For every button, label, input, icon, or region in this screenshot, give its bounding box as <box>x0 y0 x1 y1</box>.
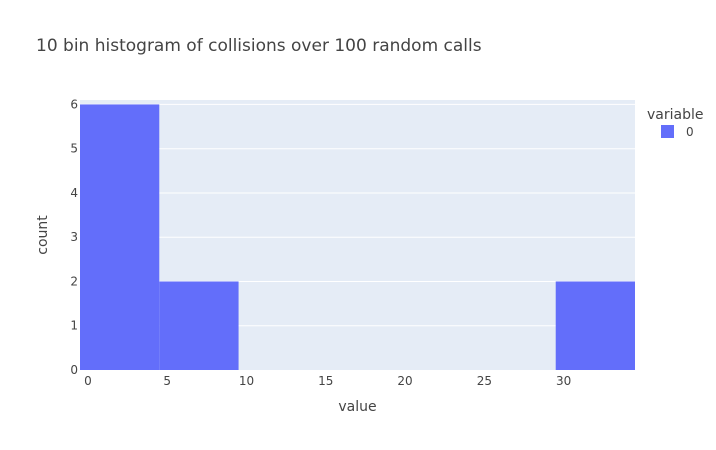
x-tick-label: 15 <box>318 374 333 388</box>
histogram-bar[interactable] <box>159 281 239 370</box>
x-tick-label: 20 <box>397 374 412 388</box>
histogram-bar[interactable] <box>555 281 635 370</box>
y-axis-ticks: 0 1 2 3 4 5 6 <box>70 97 78 377</box>
y-tick-label: 0 <box>70 363 78 377</box>
legend-title: variable <box>647 107 703 123</box>
y-tick-label: 6 <box>70 97 78 111</box>
x-axis-ticks: 0 5 10 15 20 25 30 <box>84 374 571 388</box>
y-tick-label: 3 <box>70 230 78 244</box>
y-axis-title: count <box>35 215 51 255</box>
x-tick-label: 25 <box>477 374 492 388</box>
legend: variable 0 <box>647 107 703 139</box>
x-tick-label: 30 <box>556 374 571 388</box>
x-axis-title: value <box>338 399 376 415</box>
y-tick-label: 1 <box>70 319 78 333</box>
chart-title: 10 bin histogram of collisions over 100 … <box>36 36 482 56</box>
x-tick-label: 5 <box>163 374 171 388</box>
legend-item[interactable]: 0 <box>661 125 694 139</box>
legend-swatch <box>661 125 674 138</box>
legend-label: 0 <box>686 125 694 139</box>
x-tick-label: 0 <box>84 374 92 388</box>
x-tick-label: 10 <box>239 374 254 388</box>
y-tick-label: 4 <box>70 186 78 200</box>
y-tick-label: 5 <box>70 142 78 156</box>
histogram-bar[interactable] <box>80 104 160 370</box>
bars <box>80 104 635 370</box>
y-tick-label: 2 <box>70 274 78 288</box>
